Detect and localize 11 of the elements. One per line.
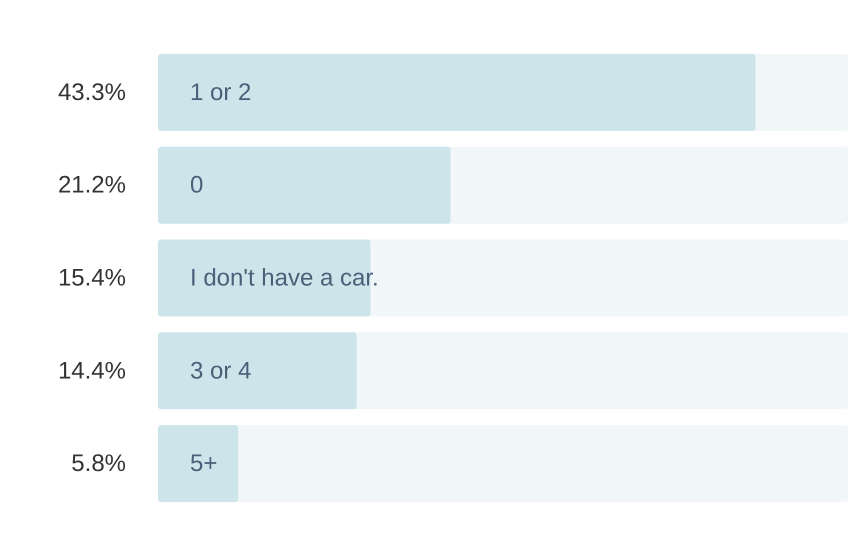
data-label: 15.4%: [58, 264, 126, 292]
data-label: 14.4%: [58, 357, 126, 384]
y-tick-label: 5+: [190, 450, 218, 478]
y-tick-label: I don't have a car.: [190, 264, 379, 292]
data-label: 21.2%: [58, 172, 126, 199]
y-tick-label: 0: [190, 172, 204, 199]
bar: [158, 425, 238, 502]
y-tick-label: 1 or 2: [190, 78, 252, 106]
data-label: 43.3%: [58, 78, 126, 106]
data-label: 5.8%: [71, 450, 126, 478]
y-tick-label: 3 or 4: [190, 357, 252, 384]
